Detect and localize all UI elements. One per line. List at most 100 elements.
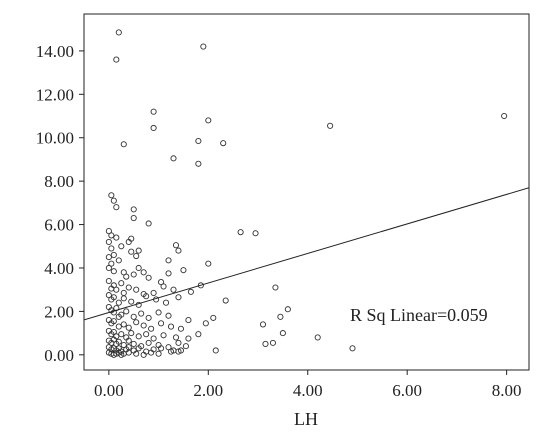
data-point xyxy=(314,334,321,341)
y-tick-label: 10.00 xyxy=(36,129,74,148)
data-point xyxy=(205,117,212,124)
data-point xyxy=(210,314,217,321)
data-point xyxy=(501,112,508,120)
data-point xyxy=(110,197,117,204)
data-point xyxy=(172,334,180,341)
x-tick-label: 4.00 xyxy=(293,381,323,400)
y-tick-label: 6.00 xyxy=(44,216,74,235)
data-point xyxy=(155,309,162,316)
data-point xyxy=(202,320,209,327)
data-point xyxy=(133,319,140,326)
y-tick-label: 12.00 xyxy=(36,85,74,104)
data-point xyxy=(200,43,207,50)
data-point xyxy=(272,284,279,291)
data-point xyxy=(128,248,135,255)
data-point xyxy=(185,317,192,324)
data-point xyxy=(115,257,122,264)
data-point xyxy=(349,345,356,352)
data-point xyxy=(167,323,175,330)
data-point xyxy=(145,220,152,227)
data-point xyxy=(220,140,227,147)
x-axis-title: LH xyxy=(294,409,318,429)
data-point xyxy=(222,297,229,304)
data-point xyxy=(115,323,122,330)
data-point xyxy=(108,192,115,199)
data-point xyxy=(115,29,122,36)
data-point xyxy=(148,325,155,332)
x-tick-label: 6.00 xyxy=(392,381,422,400)
data-point xyxy=(108,260,115,267)
data-point xyxy=(135,345,142,352)
data-point xyxy=(182,343,189,350)
data-point xyxy=(113,234,120,241)
data-point xyxy=(175,339,182,346)
data-point xyxy=(123,308,130,315)
data-point xyxy=(115,338,122,345)
data-point xyxy=(143,331,150,338)
plot-frame xyxy=(83,13,530,371)
regression-line xyxy=(84,187,529,321)
data-point xyxy=(158,320,165,327)
data-point xyxy=(160,332,167,339)
data-point xyxy=(262,340,269,348)
x-tick-label: 8.00 xyxy=(492,381,522,400)
data-point xyxy=(160,283,167,290)
data-point xyxy=(133,252,140,260)
data-point xyxy=(145,274,152,281)
data-point xyxy=(115,313,122,320)
y-axis-ticks: 0.00 2.00 4.00 6.00 8.00 10.00 12.00 14.00 xyxy=(36,42,84,365)
data-point xyxy=(175,247,182,254)
data-point xyxy=(105,238,112,245)
data-point xyxy=(120,295,127,302)
data-point xyxy=(118,331,125,338)
data-point xyxy=(150,335,157,342)
data-point xyxy=(175,348,182,355)
data-point xyxy=(140,351,147,358)
data-point xyxy=(150,289,157,296)
data-point xyxy=(165,270,172,277)
data-point xyxy=(195,331,202,338)
data-point xyxy=(155,350,162,357)
data-point xyxy=(269,339,276,346)
data-point xyxy=(187,288,194,295)
data-point xyxy=(125,344,132,351)
data-point xyxy=(128,298,135,305)
r-squared-annotation: R Sq Linear=0.059 xyxy=(350,305,488,325)
data-point xyxy=(170,286,177,293)
data-point xyxy=(205,260,212,267)
data-point xyxy=(170,155,177,162)
x-tick-label: 0.00 xyxy=(94,381,124,400)
data-point xyxy=(130,340,137,348)
data-point xyxy=(138,310,145,317)
data-point xyxy=(162,299,170,306)
data-point xyxy=(128,330,135,337)
x-axis-ticks: 0.00 2.00 4.00 6.00 8.00 xyxy=(94,370,522,400)
data-point xyxy=(123,273,130,280)
data-point xyxy=(165,312,172,319)
data-point xyxy=(105,254,112,261)
data-point xyxy=(143,293,150,300)
data-point xyxy=(130,214,137,222)
data-point xyxy=(120,289,127,296)
data-point xyxy=(135,264,142,272)
y-tick-label: 2.00 xyxy=(44,302,74,321)
data-point xyxy=(279,330,286,337)
data-point xyxy=(150,124,157,132)
data-point xyxy=(195,137,202,145)
data-point xyxy=(284,306,291,313)
data-point xyxy=(130,271,137,278)
data-point xyxy=(113,286,120,293)
data-point xyxy=(130,313,137,320)
data-point xyxy=(177,325,185,332)
data-point xyxy=(195,160,202,167)
data-point xyxy=(135,247,142,254)
data-point xyxy=(128,235,135,242)
data-point xyxy=(165,257,172,264)
data-point xyxy=(158,345,165,352)
data-point xyxy=(110,318,117,325)
data-point xyxy=(105,277,112,285)
data-point xyxy=(110,294,117,301)
y-tick-label: 0.00 xyxy=(44,346,74,365)
data-point xyxy=(172,242,180,249)
